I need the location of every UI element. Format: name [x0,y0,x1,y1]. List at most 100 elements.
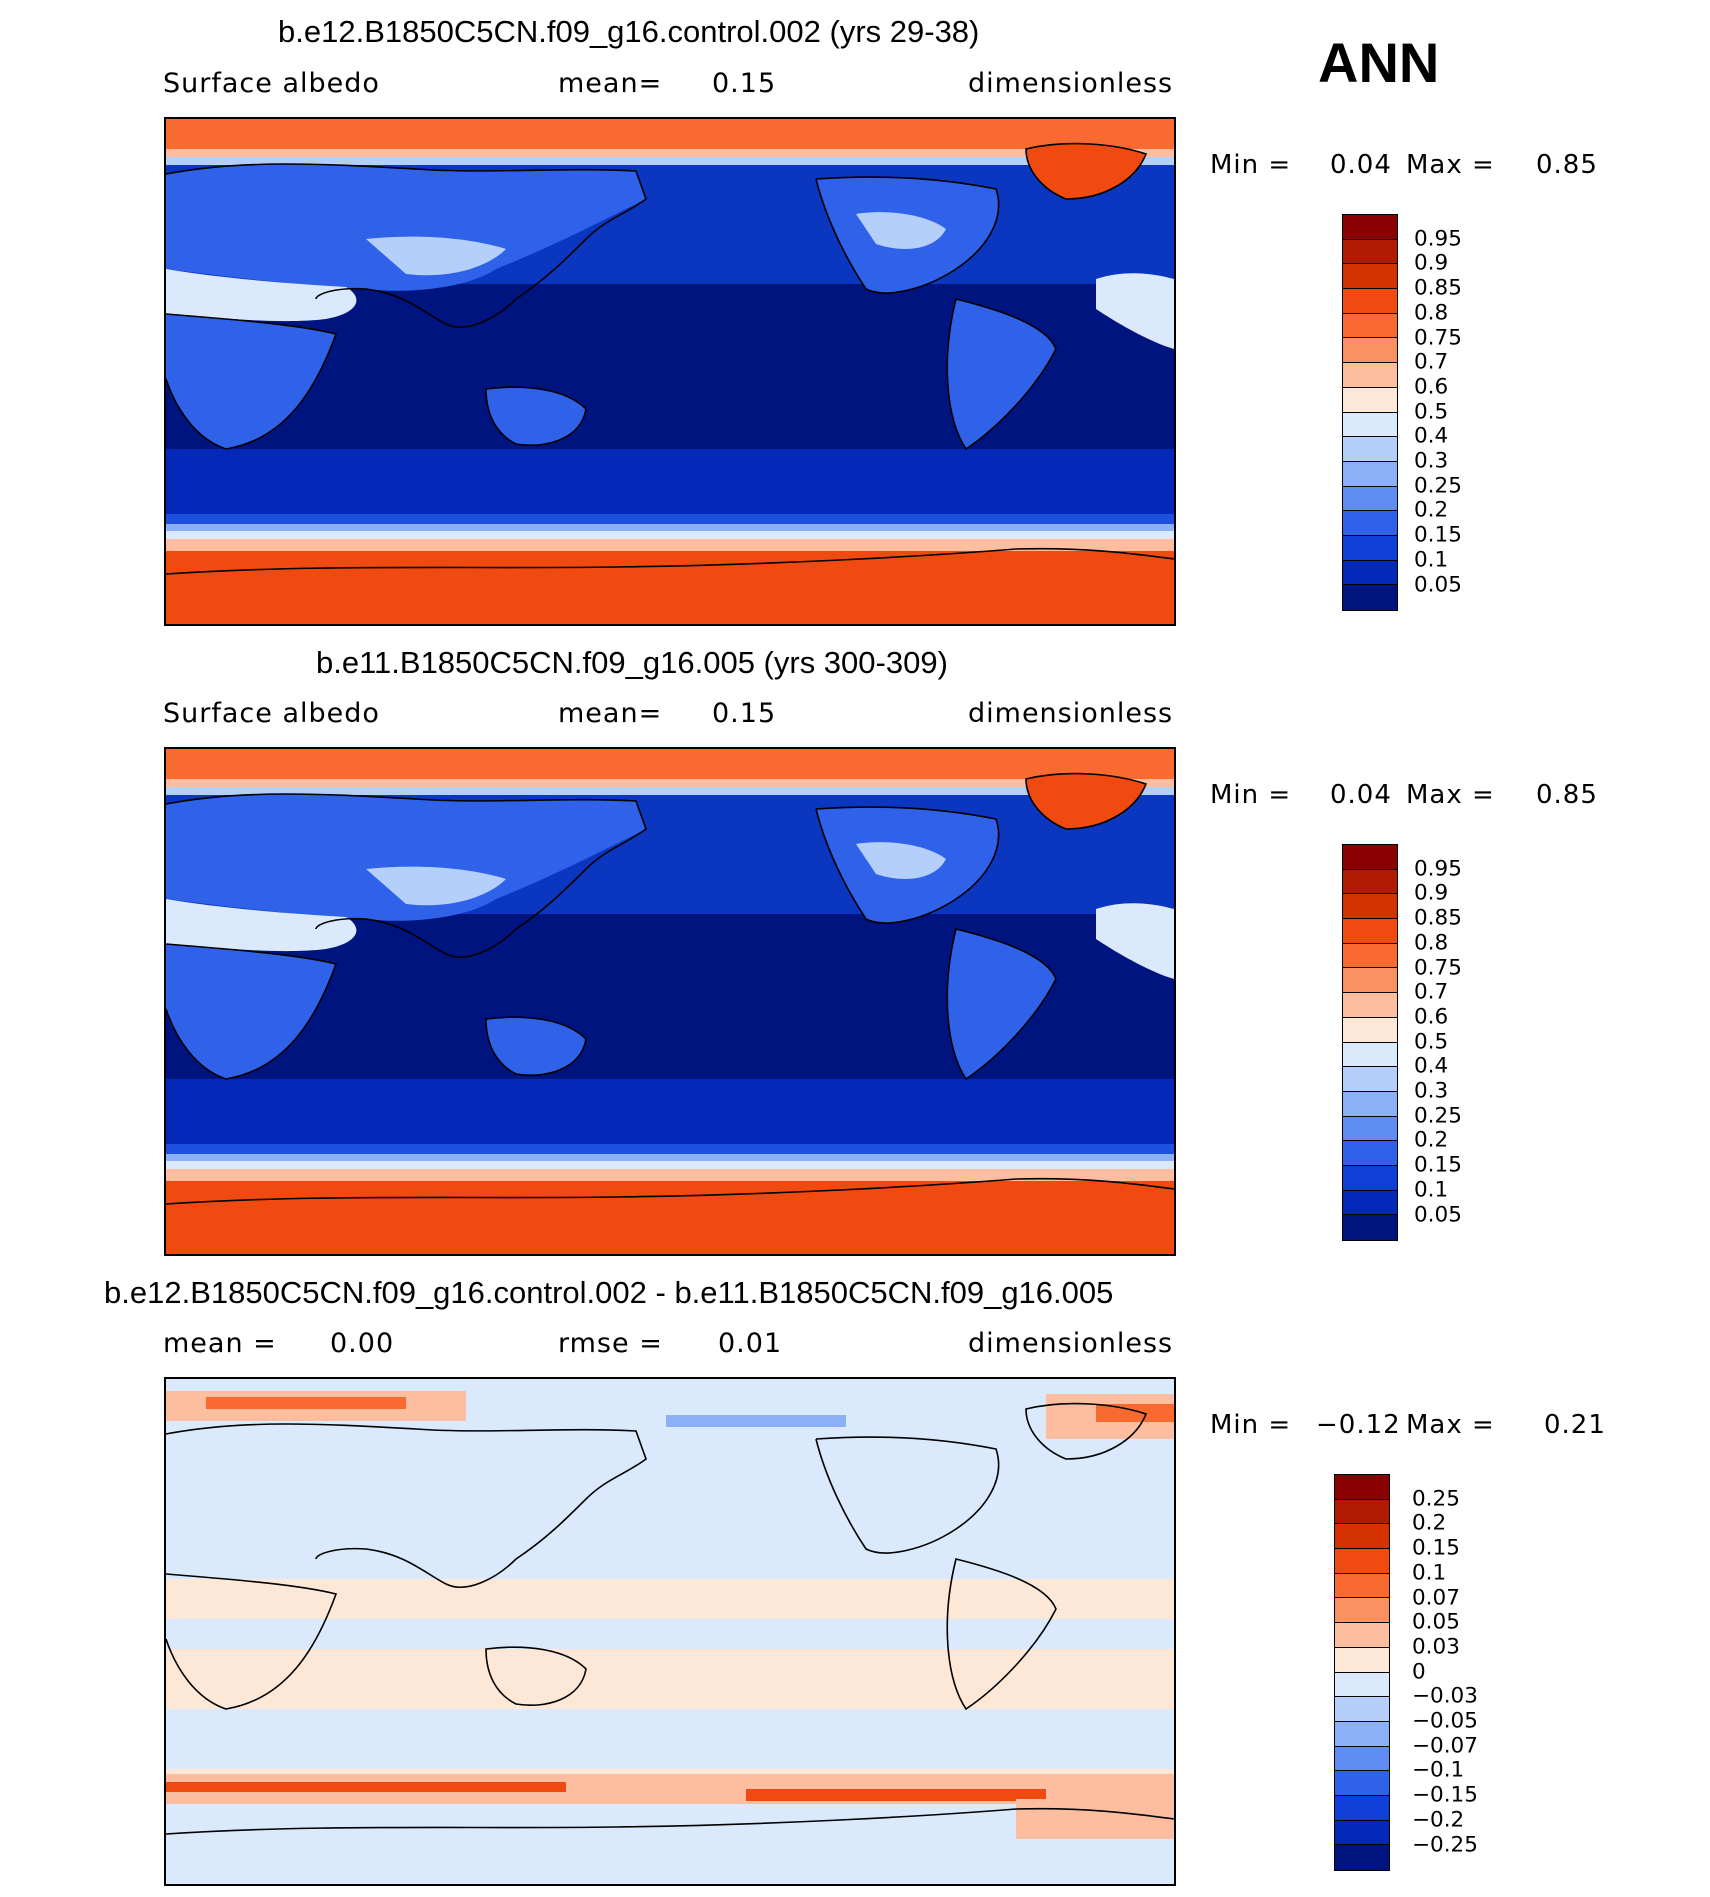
colorbar-swatch [1335,1721,1389,1747]
panel-1-variable-label: Surface albedo [163,68,380,99]
colorbar-swatch [1343,1165,1397,1191]
colorbar-swatch [1343,1042,1397,1068]
colorbar-swatch [1335,1697,1389,1722]
colorbar-swatch [1343,1091,1397,1117]
season-label: ANN [1318,31,1440,94]
colorbar-tick-label: −0.03 [1412,1683,1478,1709]
panel-3-rmse-label: rmse = [558,1328,663,1359]
colorbar-swatch [1335,1623,1389,1648]
panel-2-min-value: 0.04 [1330,780,1392,810]
colorbar-tick-label: 0.7 [1414,349,1449,375]
colorbar-tick-label: 0.15 [1412,1535,1460,1561]
colorbar-swatch [1335,1746,1389,1772]
colorbar-swatch [1343,412,1397,438]
colorbar-tick-label: 0.5 [1414,399,1449,425]
colorbar-tick-label: 0.2 [1414,497,1449,523]
colorbar-tick-label: 0.95 [1414,226,1462,252]
colorbar-swatch [1343,845,1397,870]
colorbar-tick-label: 0.95 [1414,856,1462,882]
panel-2-variable-label: Surface albedo [163,698,380,729]
colorbar-tick-label: 0.7 [1414,979,1449,1005]
panel-2-mean-value: 0.15 [712,698,777,729]
colorbar-tick-label: 0.5 [1414,1029,1449,1055]
colorbar-tick-label: 0.15 [1414,522,1462,548]
colorbar-tick-label: 0.1 [1412,1560,1447,1586]
panel-1-colorbar [1342,214,1398,611]
colorbar-swatch [1343,461,1397,487]
colorbar-swatch [1343,535,1397,561]
colorbar-tick-label: 0.05 [1414,572,1462,597]
colorbar-swatch [1343,387,1397,413]
colorbar-swatch [1343,313,1397,339]
colorbar-tick-label: 0.85 [1414,275,1462,301]
colorbar-swatch [1335,1820,1389,1846]
colorbar-tick-label: 0.6 [1414,374,1449,400]
colorbar-tick-label: 0.05 [1412,1609,1460,1635]
colorbar-tick-label: −0.25 [1412,1832,1478,1857]
panel-3-min-value: −0.12 [1316,1410,1401,1440]
colorbar-swatch [1343,993,1397,1018]
panel-2-colorbar [1342,844,1398,1241]
panel-3-map [164,1377,1176,1886]
colorbar-swatch [1343,919,1397,944]
colorbar-swatch [1343,1215,1397,1240]
colorbar-swatch [1335,1845,1389,1870]
colorbar-swatch [1335,1598,1389,1624]
panel-3-max-value: 0.21 [1544,1410,1606,1440]
colorbar-tick-label: 0.2 [1414,1127,1449,1153]
panel-2-title: b.e11.B1850C5CN.f09_g16.005 (yrs 300-309… [316,645,948,680]
panel-2-mean-label: mean= [558,698,663,729]
panel-3-max-label: Max = [1406,1410,1495,1440]
panel-1-map [164,117,1176,626]
colorbar-swatch [1335,1524,1389,1550]
colorbar-tick-label: 0.4 [1414,1053,1449,1079]
panel-2-max-label: Max = [1406,780,1495,810]
colorbar-swatch [1343,894,1397,920]
colorbar-tick-label: 0 [1412,1659,1426,1685]
colorbar-tick-label: 0.03 [1412,1634,1460,1660]
colorbar-tick-label: 0.05 [1414,1202,1462,1227]
colorbar-swatch [1343,1067,1397,1092]
colorbar-swatch [1343,239,1397,265]
panel-3-mean-label: mean = [163,1328,277,1359]
panel-3-title: b.e12.B1850C5CN.f09_g16.control.002 - b.… [104,1275,1114,1310]
colorbar-swatch [1343,560,1397,586]
panel-1-min-label: Min = [1210,150,1292,180]
colorbar-tick-label: 0.9 [1414,250,1449,276]
panel-2-units: dimensionless [968,698,1174,729]
colorbar-swatch [1343,1190,1397,1216]
colorbar-tick-label: 0.25 [1412,1486,1460,1512]
panel-1-mean-label: mean= [558,68,663,99]
colorbar-tick-label: 0.3 [1414,448,1449,474]
colorbar-tick-label: 0.8 [1414,300,1449,326]
colorbar-swatch [1343,215,1397,240]
colorbar-tick-label: 0.75 [1414,325,1462,350]
colorbar-tick-label: 0.8 [1414,930,1449,956]
colorbar-tick-label: −0.05 [1412,1708,1478,1734]
colorbar-swatch [1343,264,1397,290]
colorbar-swatch [1343,943,1397,969]
colorbar-swatch [1335,1771,1389,1796]
colorbar-swatch [1343,338,1397,364]
colorbar-tick-label: 0.15 [1414,1152,1462,1178]
panel-1-title: b.e12.B1850C5CN.f09_g16.control.002 (yrs… [278,14,980,49]
colorbar-tick-label: 0.75 [1414,955,1462,980]
colorbar-swatch [1335,1499,1389,1525]
colorbar-tick-label: −0.1 [1412,1757,1465,1783]
colorbar-tick-label: −0.07 [1412,1733,1478,1759]
colorbar-tick-label: 0.2 [1412,1510,1447,1536]
colorbar-tick-label: 0.4 [1414,423,1449,449]
colorbar-swatch [1343,486,1397,512]
colorbar-swatch [1335,1795,1389,1821]
panel-2-map [164,747,1176,1256]
panel-1-max-label: Max = [1406,150,1495,180]
colorbar-swatch [1343,585,1397,610]
colorbar-swatch [1335,1549,1389,1574]
colorbar-swatch [1335,1573,1389,1599]
colorbar-tick-label: −0.15 [1412,1782,1478,1808]
panel-1-min-value: 0.04 [1330,150,1392,180]
panel-3-min-label: Min = [1210,1410,1292,1440]
colorbar-swatch [1335,1475,1389,1500]
colorbar-swatch [1343,1141,1397,1166]
panel-2-min-label: Min = [1210,780,1292,810]
